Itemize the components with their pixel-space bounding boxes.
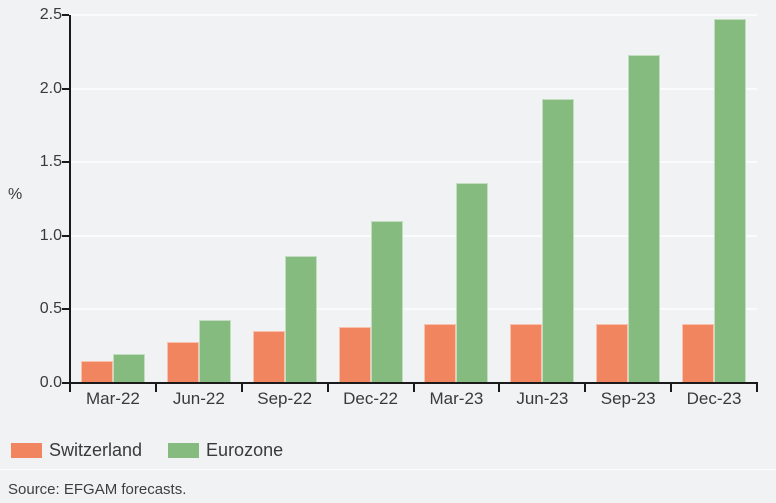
x-tick-mark [154, 384, 157, 392]
bar-eurozone-mar-22 [112, 353, 145, 383]
gridline [70, 161, 757, 164]
y-tick-label: 2.5 [39, 6, 62, 23]
bar-switzerland-sep-22 [252, 331, 285, 383]
y-tick-mark [62, 14, 69, 16]
legend-swatch-eurozone [168, 443, 200, 458]
x-tick-label: Dec-22 [343, 389, 398, 408]
chart-legend: Switzerland Eurozone [11, 440, 283, 461]
x-tick-label: Sep-22 [257, 389, 313, 408]
bar-eurozone-mar-23 [456, 182, 489, 383]
x-tick-mark [69, 384, 71, 392]
x-tick-label: Jun-22 [172, 389, 225, 408]
y-tick-mark [62, 87, 69, 90]
bar-eurozone-sep-22 [284, 256, 317, 383]
x-tick-mark [412, 384, 415, 392]
bar-eurozone-sep-23 [628, 54, 661, 383]
legend-item-eurozone: Eurozone [168, 440, 283, 461]
x-tick-mark [756, 384, 758, 392]
x-tick-mark [670, 384, 673, 392]
y-tick-mark [62, 234, 69, 237]
bar-switzerland-dec-23 [682, 324, 715, 383]
bar-switzerland-jun-23 [510, 324, 543, 383]
y-tick-mark [62, 308, 69, 311]
y-axis-line [69, 15, 71, 385]
x-tick-mark [240, 384, 243, 392]
bar-switzerland-jun-22 [166, 341, 199, 383]
bar-chart-plot-area: 0.0 0.5 1.0 1.5 2.0 2.5 Mar-22 Jun-22 Sep-22 Dec-… [39, 6, 758, 408]
bar-switzerland-mar-22 [80, 360, 113, 383]
legend-label-switzerland: Switzerland [49, 440, 143, 460]
y-tick-label: 1.5 [39, 153, 62, 171]
bar-switzerland-sep-23 [596, 324, 629, 383]
footer-divider [0, 469, 776, 470]
x-axis-line [69, 382, 758, 384]
legend-label-eurozone: Eurozone [206, 440, 284, 460]
y-tick-label: 0.0 [39, 374, 62, 391]
y-tick-label: 2.0 [39, 79, 62, 97]
x-tick-mark [326, 384, 329, 392]
y-tick-mark [62, 161, 69, 164]
gridline [70, 234, 757, 237]
source-note: Source: EFGAM forecasts. [8, 481, 187, 498]
x-tick-label: Dec-23 [686, 389, 742, 408]
gridline [70, 308, 757, 311]
x-tick-mark [498, 384, 501, 392]
y-tick-label: 0.5 [39, 300, 62, 318]
bar-eurozone-dec-22 [370, 221, 403, 383]
gridline [70, 14, 757, 16]
y-tick-mark [62, 382, 69, 384]
legend-swatch-switzerland [11, 443, 42, 458]
bar-switzerland-dec-22 [338, 327, 371, 383]
x-tick-label: Mar-22 [86, 389, 140, 408]
x-tick-mark [584, 384, 587, 392]
y-tick-label: 1.0 [39, 226, 62, 244]
x-tick-label: Jun-23 [516, 389, 569, 408]
legend-item-switzerland: Switzerland [11, 440, 142, 461]
x-tick-label: Mar-23 [429, 389, 484, 408]
bar-eurozone-jun-22 [198, 319, 231, 383]
bar-switzerland-mar-23 [424, 324, 457, 383]
bar-eurozone-jun-23 [542, 98, 575, 383]
x-tick-label: Sep-23 [600, 389, 656, 408]
bar-eurozone-dec-23 [714, 19, 747, 383]
gridline [70, 87, 757, 90]
y-axis-label: % [8, 186, 23, 203]
